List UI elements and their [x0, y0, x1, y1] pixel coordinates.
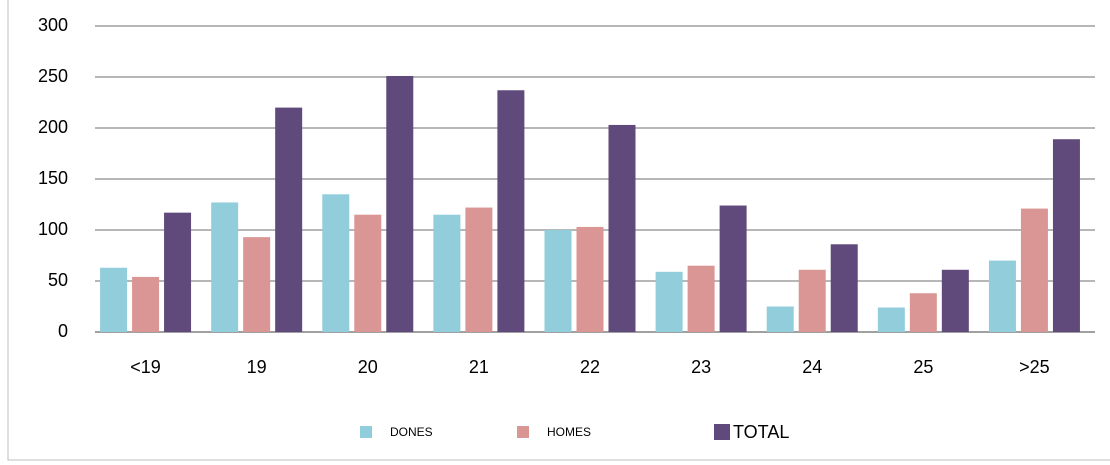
bar [766, 306, 794, 332]
bar [719, 205, 747, 332]
x-tick-label: 20 [358, 357, 378, 377]
x-tick-label: 23 [691, 357, 711, 377]
legend-label: DONES [390, 425, 433, 439]
bar [1052, 139, 1080, 332]
bar [1020, 208, 1048, 332]
bar [322, 194, 350, 332]
bar [544, 230, 572, 332]
bar [211, 202, 239, 332]
legend-swatch [360, 426, 372, 438]
y-tick-label: 250 [38, 66, 68, 86]
bar [608, 124, 636, 332]
y-tick-label: 150 [38, 168, 68, 188]
bar [830, 244, 858, 332]
legend-swatch [517, 426, 529, 438]
legend-label: TOTAL [733, 422, 789, 442]
frame [7, 0, 1110, 461]
bar [465, 207, 493, 332]
y-tick-label: 300 [38, 15, 68, 35]
bar [354, 214, 382, 332]
bar [576, 226, 604, 332]
bar [877, 307, 905, 332]
x-tick-label: <19 [130, 357, 161, 377]
bar [386, 75, 414, 332]
x-tick-label: 21 [469, 357, 489, 377]
bar [655, 271, 683, 332]
bar [243, 237, 271, 332]
bar [497, 90, 525, 332]
bar [798, 269, 826, 332]
x-tick-label: >25 [1019, 357, 1050, 377]
y-tick-label: 0 [58, 321, 68, 341]
y-tick-label: 100 [38, 219, 68, 239]
bar [100, 267, 128, 332]
y-tick-label: 200 [38, 117, 68, 137]
x-tick-label: 24 [802, 357, 822, 377]
bar [988, 260, 1016, 332]
legend-swatch [714, 424, 730, 440]
bar [941, 269, 969, 332]
bar [164, 212, 192, 332]
bar [687, 265, 715, 332]
bar [132, 276, 160, 332]
bar [275, 107, 303, 332]
x-tick-label: 22 [580, 357, 600, 377]
x-tick-label: 25 [913, 357, 933, 377]
x-tick-label: 19 [247, 357, 267, 377]
y-tick-label: 50 [48, 270, 68, 290]
legend-label: HOMES [547, 425, 591, 439]
bar [433, 214, 461, 332]
bar [909, 293, 937, 332]
